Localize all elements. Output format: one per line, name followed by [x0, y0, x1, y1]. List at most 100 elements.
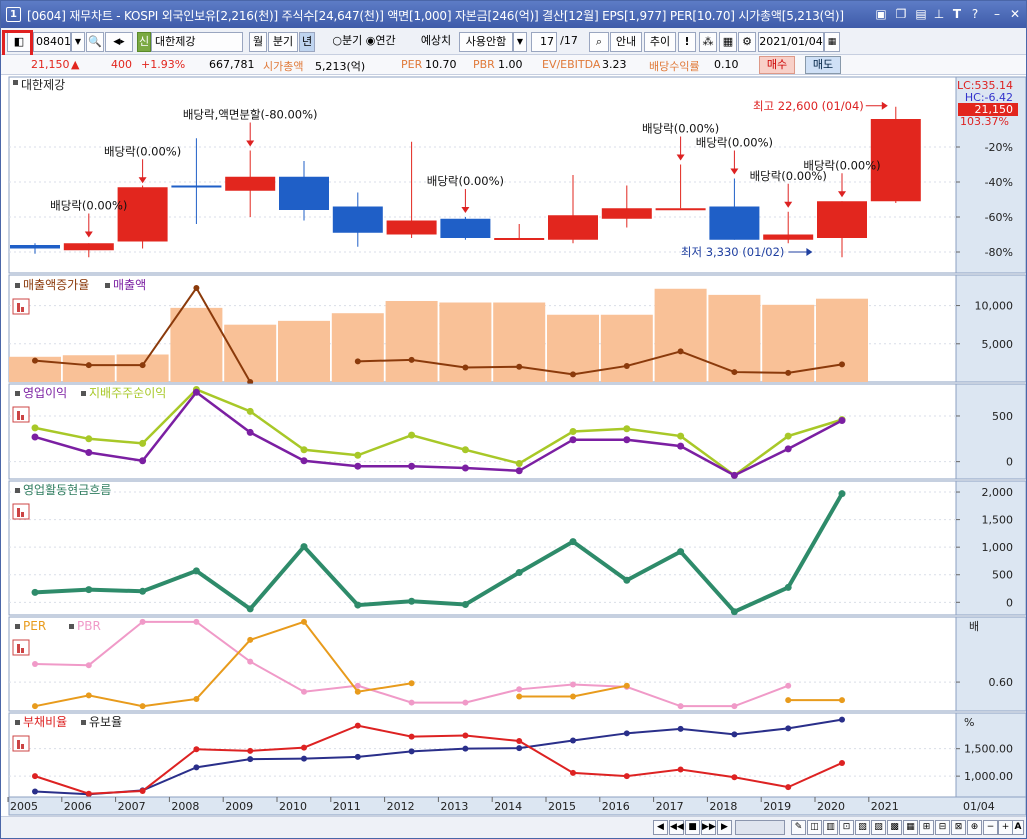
date-input[interactable]: 2021/01/04 — [758, 32, 824, 52]
valuation-settings-icon[interactable] — [12, 639, 30, 656]
radio-quarter[interactable]: ○분기 — [332, 34, 363, 47]
page-input[interactable]: 17 — [531, 32, 557, 52]
search-icon[interactable]: 🔍 — [86, 32, 104, 52]
reserve-ratio-point — [408, 748, 415, 755]
operating-income-point — [677, 442, 685, 450]
debt-ratio-point — [408, 733, 415, 740]
per-point — [32, 703, 38, 710]
stop-icon[interactable]: ■ — [685, 820, 700, 835]
pbr-point — [677, 703, 684, 710]
net-income-point — [569, 428, 577, 435]
guide-button[interactable]: 안내 — [610, 32, 642, 52]
x-tick-label: 2017 — [656, 800, 684, 813]
code-dropdown-icon[interactable]: ▼ — [71, 32, 85, 52]
cashflow-settings-icon[interactable] — [12, 503, 30, 520]
alert-button[interactable]: ! — [678, 32, 696, 52]
tool-icon-9[interactable]: ⊞ — [919, 820, 934, 835]
reserve-ratio-point — [354, 753, 361, 760]
buy-button[interactable]: 매수 — [759, 56, 795, 74]
pin-icon[interactable]: ⊥ — [933, 7, 945, 21]
stock-name-field[interactable]: 대한제강 — [151, 32, 243, 52]
net-income-point — [354, 451, 362, 459]
sales-growth-point — [623, 362, 630, 369]
restore-icon[interactable]: ❐ — [895, 7, 907, 21]
sales-bar — [331, 313, 384, 382]
dividend-annotation: 배당락(0.00%) — [803, 158, 880, 172]
horizontal-scrollbar[interactable]: ◀ ◀◀ ■ ▶▶ ▶ ✎ ◫ ▥ ⊡ ▧ ▨ ▩ ▦ ⊞ ⊟ ⊠ ⊕ − + … — [1, 816, 1026, 838]
radio-year[interactable]: ◉연간 — [365, 34, 396, 47]
price-panel: -20% -40% -60% -80% 대한제강 LC:535.14HC:-6.4221,… — [8, 76, 1026, 274]
per-point — [785, 697, 792, 704]
x-tick-label: 2011 — [333, 800, 361, 813]
zoom-in-icon[interactable]: + — [998, 820, 1013, 835]
tool-icon-4[interactable]: ⊡ — [839, 820, 854, 835]
scroll-start-icon[interactable]: ◀◀ — [669, 820, 684, 835]
debt-ratio-point — [32, 773, 38, 780]
tool-icon-1[interactable]: ✎ — [791, 820, 806, 835]
help-icon[interactable]: ? — [971, 7, 979, 21]
link-tool-icon[interactable]: ⁂ — [699, 32, 717, 52]
scroll-right-icon[interactable]: ▶ — [717, 820, 732, 835]
zoom-icon[interactable]: ⌕ — [589, 32, 609, 52]
scroll-left-icon[interactable]: ◀ — [653, 820, 668, 835]
operating-income-point — [354, 462, 362, 470]
trend-button[interactable]: 추이 — [644, 32, 676, 52]
debt-settings-icon[interactable] — [12, 735, 30, 752]
dividend-annotation: 배당락,액면분할(-80.00%) — [183, 108, 318, 122]
tab-year[interactable]: 년 — [299, 32, 315, 52]
font-icon[interactable]: T — [952, 7, 962, 21]
tab-quarter[interactable]: 분기 — [268, 32, 298, 52]
tool-icon-6[interactable]: ▨ — [871, 820, 886, 835]
tool-icon-7[interactable]: ▩ — [887, 820, 902, 835]
sales-growth-point — [193, 284, 200, 291]
ev-value: 3.23 — [602, 58, 627, 71]
sell-button[interactable]: 매도 — [805, 56, 841, 74]
save-icon[interactable]: ▦ — [719, 32, 737, 52]
operating-cashflow-point — [784, 583, 792, 591]
candle-body — [63, 243, 114, 251]
sales-growth-point — [731, 369, 738, 376]
tab-month[interactable]: 월 — [249, 32, 267, 52]
zoom-out-icon[interactable]: − — [983, 820, 998, 835]
debt-ratio-point — [785, 784, 792, 791]
minimize-icon[interactable]: – — [994, 7, 1000, 21]
layout-icon[interactable]: ▤ — [915, 7, 927, 21]
debt-legend-1: 부채비율 — [23, 715, 67, 729]
scroll-track[interactable] — [735, 820, 785, 835]
per-point — [570, 693, 576, 700]
tool-icon-11[interactable]: ⊠ — [951, 820, 966, 835]
reserve-ratio-line — [34, 718, 843, 796]
debt-ratio-point — [85, 790, 92, 797]
tool-icon-2[interactable]: ◫ — [807, 820, 822, 835]
stock-code-input[interactable]: 084010 — [33, 32, 78, 52]
radio-quarter-label: 분기 — [342, 34, 363, 47]
candle-body — [709, 206, 760, 240]
close-icon[interactable]: ✕ — [1009, 7, 1021, 21]
estimate-select[interactable]: 사용안함 — [459, 32, 513, 52]
sales-settings-icon[interactable] — [12, 298, 30, 315]
pbr-point — [32, 661, 38, 667]
financial-chart[interactable]: -20% -40% -60% -80% 대한제강 LC:535.14HC:-6.4221,… — [1, 75, 1026, 816]
tool-icon-8[interactable]: ▦ — [903, 820, 918, 835]
font-size-icon[interactable]: A — [1012, 820, 1024, 835]
tool-icon-5[interactable]: ▧ — [855, 820, 870, 835]
gear-icon[interactable]: ⚙ — [738, 32, 756, 52]
dividend-annotation: 배당락(0.00%) — [642, 122, 719, 136]
candle-body — [655, 208, 706, 211]
profit-legend-marker — [81, 391, 86, 396]
debt-settings-icon-bar — [17, 740, 20, 749]
tool-icon-10[interactable]: ⊟ — [935, 820, 950, 835]
estimate-dropdown-icon[interactable]: ▼ — [513, 32, 527, 52]
tool-icon-12[interactable]: ⊕ — [967, 820, 982, 835]
link-icon[interactable]: ▣ — [875, 7, 887, 21]
speaker-icon[interactable]: ◀▸ — [105, 32, 133, 52]
dividend-arrow-head — [838, 191, 846, 198]
sales-bar — [278, 320, 330, 382]
tool-icon-3[interactable]: ▥ — [823, 820, 838, 835]
calendar-icon[interactable]: ▦ — [824, 32, 840, 52]
scroll-end-icon[interactable]: ▶▶ — [701, 820, 716, 835]
sales-bar — [654, 288, 707, 382]
profit-settings-icon[interactable] — [12, 406, 30, 423]
candle-body — [279, 176, 329, 210]
dividend-arrow-head — [461, 207, 470, 213]
